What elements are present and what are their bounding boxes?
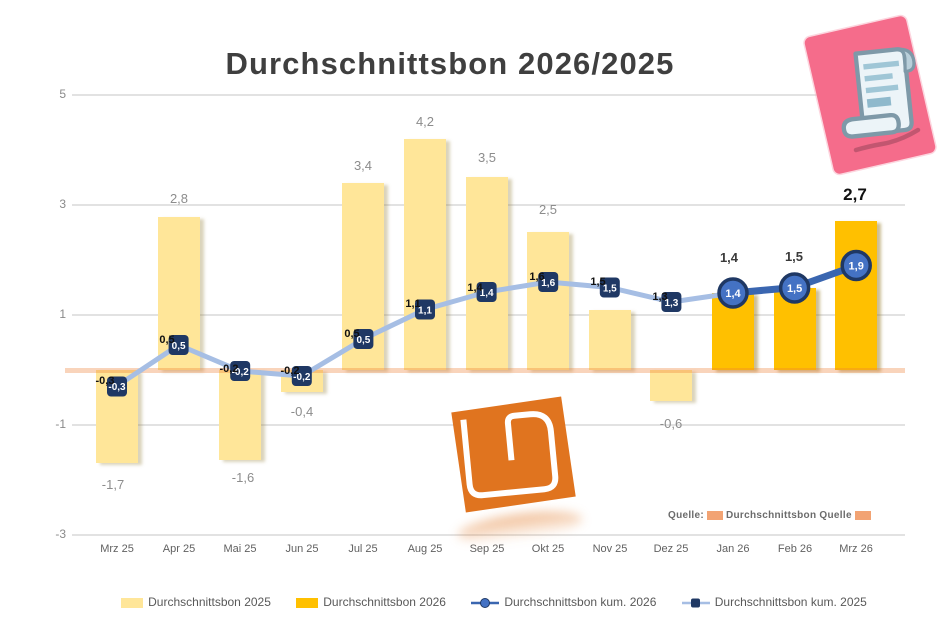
svg-text:1,4: 1,4 <box>725 288 741 300</box>
svg-text:1,6: 1,6 <box>541 278 555 289</box>
svg-text:-0,2: -0,2 <box>232 367 250 378</box>
svg-text:1,1: 1,1 <box>418 306 432 317</box>
svg-text:1,5: 1,5 <box>603 284 617 295</box>
svg-text:0,5: 0,5 <box>172 341 186 352</box>
svg-text:-0,3: -0,3 <box>108 382 126 393</box>
svg-text:0,5: 0,5 <box>356 335 370 346</box>
svg-text:-0,2: -0,2 <box>293 372 311 383</box>
svg-text:1,3: 1,3 <box>664 298 678 309</box>
svg-text:1,4: 1,4 <box>480 288 494 299</box>
svg-text:1,5: 1,5 <box>787 283 802 295</box>
svg-text:1,9: 1,9 <box>849 261 864 273</box>
